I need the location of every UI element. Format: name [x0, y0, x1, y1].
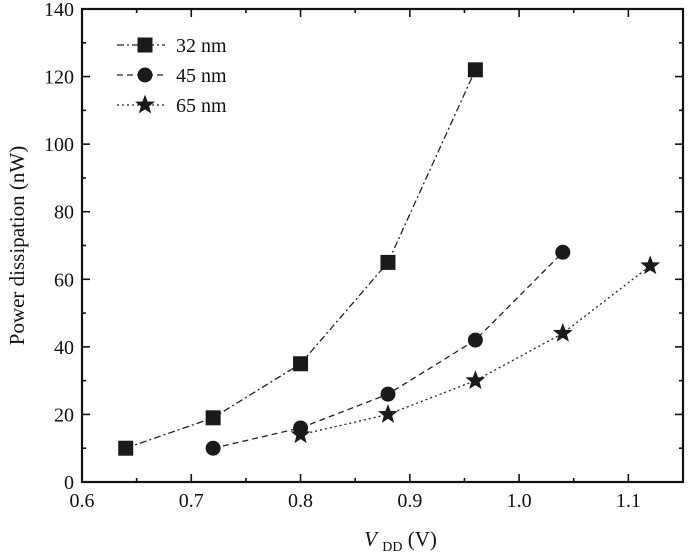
data-point	[467, 332, 483, 348]
x-tick-label: 0.8	[288, 490, 313, 512]
legend-entry: 45 nm	[117, 65, 227, 87]
x-tick-label: 1.1	[616, 490, 641, 512]
x-tick-label: 0.9	[397, 490, 422, 512]
legend-marker	[137, 67, 153, 83]
data-point	[380, 386, 396, 402]
data-point	[380, 254, 396, 270]
x-axis-title-main: V	[364, 527, 379, 551]
series-line	[300, 265, 651, 436]
legend-label: 65 nm	[176, 95, 227, 117]
data-point	[465, 370, 486, 390]
y-tick-label: 20	[54, 404, 74, 426]
series-32-nm	[118, 62, 483, 456]
plot-frame	[80, 7, 685, 484]
series-layer	[118, 62, 661, 456]
y-tick-label: 120	[44, 67, 74, 89]
data-point	[555, 244, 571, 260]
legend-entry: 32 nm	[117, 35, 227, 57]
x-tick-label: 1.0	[507, 490, 532, 512]
axis-ticks: 0.6 0.7 0.8 0.9 1.0 1.1 0 20 40 60 80 100 120 140	[44, 0, 683, 512]
data-point	[293, 356, 309, 372]
data-point	[205, 440, 221, 456]
y-tick-label: 80	[54, 202, 74, 224]
x-axis-title-subscript: DD	[382, 540, 402, 555]
data-point	[640, 255, 661, 275]
data-point	[118, 440, 134, 456]
data-point	[290, 424, 311, 444]
y-tick-label: 140	[44, 0, 74, 21]
legend-marker	[135, 94, 155, 114]
y-tick-label: 40	[54, 337, 74, 359]
legend: 32 nm 45 nm 65 nm	[117, 35, 227, 117]
x-axis-title: V DD (V)	[364, 527, 437, 556]
series-65-nm	[290, 255, 661, 444]
y-tick-label: 0	[64, 472, 74, 494]
data-point	[552, 322, 573, 342]
x-axis-title-unit: (V)	[408, 527, 437, 551]
x-tick-label: 0.6	[70, 490, 95, 512]
series-line	[125, 69, 476, 449]
data-point	[378, 404, 398, 423]
y-tick-label: 100	[44, 134, 74, 156]
legend-label: 45 nm	[176, 65, 227, 87]
legend-marker	[137, 37, 153, 53]
data-point	[205, 410, 221, 426]
series-45-nm	[205, 244, 571, 456]
y-tick-label: 60	[54, 269, 74, 291]
data-point	[467, 62, 483, 78]
y-axis-title: Power dissipation (nW)	[5, 146, 29, 345]
legend-entry: 65 nm	[117, 94, 227, 117]
x-tick-label: 0.7	[179, 490, 204, 512]
legend-label: 32 nm	[176, 35, 227, 57]
